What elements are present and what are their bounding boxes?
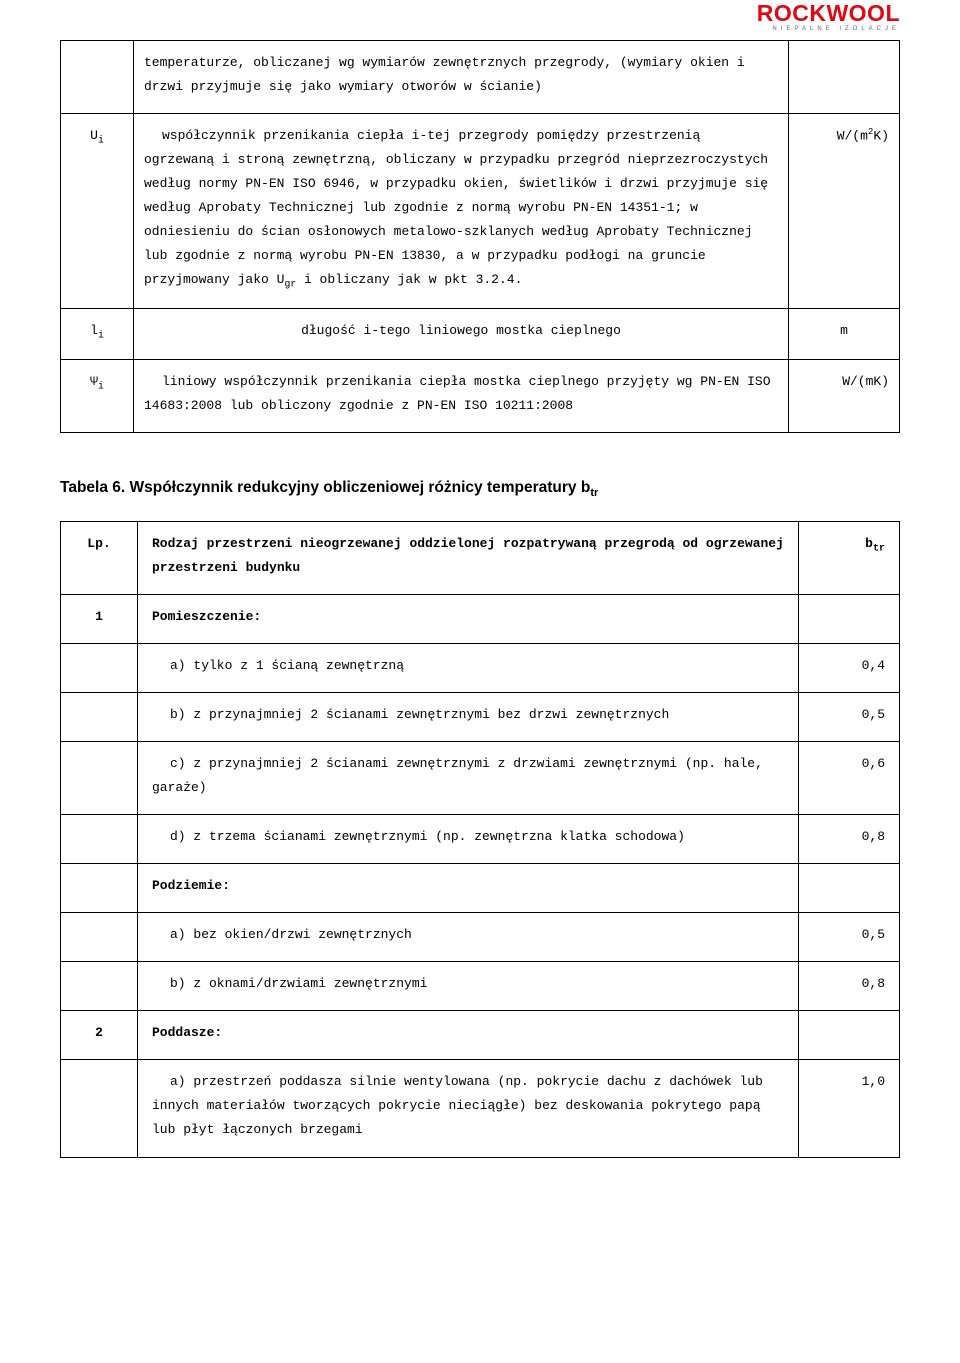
table-row: 1 Pomieszczenie:: [61, 594, 900, 643]
table-row: b) z przynajmniej 2 ścianami zewnętrznym…: [61, 693, 900, 742]
val-cell: 0,6: [799, 742, 900, 815]
desc-cell: a) tylko z 1 ścianą zewnętrzną: [138, 643, 799, 692]
table-row: a) przestrzeń poddasza silnie wentylowan…: [61, 1060, 900, 1157]
group-title: Poddasze:: [138, 1011, 799, 1060]
val-cell: 1,0: [799, 1060, 900, 1157]
num-cell: 2: [61, 1011, 138, 1060]
val-cell: 0,4: [799, 643, 900, 692]
table6-heading: Tabela 6. Współczynnik redukcyjny oblicz…: [60, 479, 900, 499]
table-row: Ui współczynnik przenikania ciepła i-tej…: [61, 114, 900, 309]
val-cell: [799, 594, 900, 643]
table-row: 2 Poddasze:: [61, 1011, 900, 1060]
brand-logo: ROCKWOOL NIEPALNE IZOLACJE: [757, 0, 900, 32]
desc-text: długość i-tego liniowego mostka cieplneg…: [301, 323, 621, 338]
desc-text: współczynnik przenikania ciepła i-tej pr…: [144, 128, 768, 287]
unit-cell: [789, 41, 900, 114]
desc-cell: długość i-tego liniowego mostka cieplneg…: [134, 309, 789, 360]
table-row: a) tylko z 1 ścianą zewnętrzną 0,4: [61, 643, 900, 692]
table-row: c) z przynajmniej 2 ścianami zewnętrznym…: [61, 742, 900, 815]
unit-cell: W/(m2K): [789, 114, 900, 309]
unit-cell: m: [789, 309, 900, 360]
header-desc: Rodzaj przestrzeni nieogrzewanej oddziel…: [138, 521, 799, 594]
btr-table: Lp. Rodzaj przestrzeni nieogrzewanej odd…: [60, 521, 900, 1158]
symbol-cell: Ui: [61, 114, 134, 309]
desc-text: temperaturze, obliczanej wg wymiarów zew…: [144, 55, 745, 94]
desc-cell: a) przestrzeń poddasza silnie wentylowan…: [138, 1060, 799, 1157]
logo-text: ROCKWOOL: [757, 0, 900, 27]
table-header-row: Lp. Rodzaj przestrzeni nieogrzewanej odd…: [61, 521, 900, 594]
unit-cell: W/(mK): [789, 359, 900, 432]
desc-cell: liniowy współczynnik przenikania ciepła …: [134, 359, 789, 432]
table-row: Ψi liniowy współczynnik przenikania ciep…: [61, 359, 900, 432]
table-row: Podziemie:: [61, 864, 900, 913]
val-cell: 0,8: [799, 962, 900, 1011]
table-row: d) z trzema ścianami zewnętrznymi (np. z…: [61, 815, 900, 864]
desc-cell: d) z trzema ścianami zewnętrznymi (np. z…: [138, 815, 799, 864]
group-title: Pomieszczenie:: [138, 594, 799, 643]
header-val: btr: [799, 521, 900, 594]
header-lp: Lp.: [61, 521, 138, 594]
table-row: temperaturze, obliczanej wg wymiarów zew…: [61, 41, 900, 114]
logo-tagline: NIEPALNE IZOLACJE: [757, 26, 900, 32]
desc-cell: c) z przynajmniej 2 ścianami zewnętrznym…: [138, 742, 799, 815]
desc-cell: b) z oknami/drzwiami zewnętrznymi: [138, 962, 799, 1011]
val-cell: 0,5: [799, 913, 900, 962]
desc-cell: b) z przynajmniej 2 ścianami zewnętrznym…: [138, 693, 799, 742]
symbol-cell: [61, 41, 134, 114]
desc-cell: a) bez okien/drzwi zewnętrznych: [138, 913, 799, 962]
group-title: Podziemie:: [138, 864, 799, 913]
desc-cell: współczynnik przenikania ciepła i-tej pr…: [134, 114, 789, 309]
symbol-cell: Ψi: [61, 359, 134, 432]
val-cell: 0,8: [799, 815, 900, 864]
table-row: a) bez okien/drzwi zewnętrznych 0,5: [61, 913, 900, 962]
table-row: b) z oknami/drzwiami zewnętrznymi 0,8: [61, 962, 900, 1011]
definitions-table: temperaturze, obliczanej wg wymiarów zew…: [60, 40, 900, 433]
desc-text: liniowy współczynnik przenikania ciepła …: [144, 374, 771, 413]
desc-cell: temperaturze, obliczanej wg wymiarów zew…: [134, 41, 789, 114]
val-cell: 0,5: [799, 693, 900, 742]
symbol-cell: li: [61, 309, 134, 360]
table-row: li długość i-tego liniowego mostka ciepl…: [61, 309, 900, 360]
num-cell: 1: [61, 594, 138, 643]
